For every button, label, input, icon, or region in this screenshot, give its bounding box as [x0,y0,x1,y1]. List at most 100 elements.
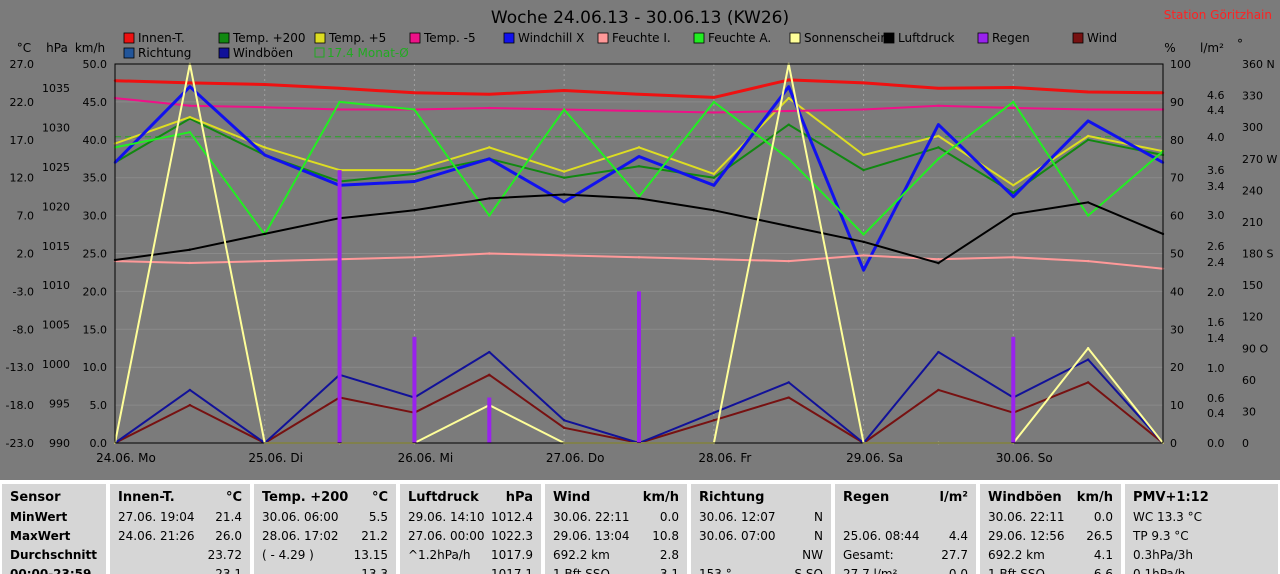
panel-row: 692.2 km 4.1 [988,548,1113,566]
panel-row-label: 1 Bft SSO [988,567,1045,574]
series-temp-5-point [787,96,790,100]
hpa-tick: 1025 [42,161,70,174]
series-temp-5-point [488,146,491,149]
panel-row-label: MinWert [10,510,68,524]
series-luftdruck-point [188,248,192,251]
series-temp-200-point [712,176,716,179]
panel-row-value: 0.0 [948,567,968,574]
rain-bar [487,397,492,443]
legend-label: Windchill X [518,31,584,45]
panel-row-label: 30.06. 12:07 [699,510,776,524]
deg-tick: 90 O [1242,342,1268,355]
series-feuchte-a-point [1012,100,1015,104]
pct-tick: 60 [1170,210,1184,223]
series-wind-point [712,419,716,422]
deg-tick: 60 [1242,374,1256,387]
chart-title: Woche 24.06.13 - 30.06.13 (KW26) [491,8,789,28]
legend-label: Innen-T. [138,31,185,45]
rain-tick: 4.6 [1207,89,1225,102]
deg-tick: 0 [1242,437,1249,450]
rain-bar [337,170,342,443]
kmh-tick: 45.0 [83,96,108,109]
temp-tick: -8.0 [13,323,34,336]
series-temp-5-point [712,111,716,114]
series-windb-en-point [488,350,491,354]
series-windb-en-point [188,388,192,392]
deg-tick: 120 [1242,311,1263,324]
panel-unit: hPa [505,490,533,505]
pct-tick: 20 [1170,361,1184,374]
deg-tick: 360 N [1242,58,1275,71]
series-luftdruck-point [862,240,865,244]
hpa-tick: 1020 [42,200,70,213]
panel-row: 27.06. 19:04 21.4 [118,510,242,528]
rain-tick: 3.0 [1207,209,1225,222]
panel-row-value: 4.1 [1093,548,1113,562]
series-feuchte-a-point [338,100,341,104]
series-windb-en-point [937,350,940,354]
series-windchill-x-point [1086,119,1090,123]
pct-tick: 50 [1170,248,1184,261]
rain-tick: 0.4 [1207,407,1225,420]
series-temp-5-point [488,106,491,110]
series-innen-t-point [787,78,790,82]
temp-tick: -18.0 [6,399,34,412]
legend-swatch [977,32,989,44]
unit-rain: l/m² [1200,41,1224,55]
panel-row-value: N [814,510,823,524]
series-windchill-x-point [1012,195,1015,198]
series-luftdruck-point [637,197,641,200]
series-wind-point [188,403,192,407]
rain-bar [637,291,641,443]
legend-swatch [314,47,325,58]
panel-row: ^1.2hPa/h 1017.9 [408,548,533,566]
series-windchill-x-point [188,85,192,88]
panel-row-value: 4.4 [948,529,968,543]
panel-row-value: 1017.1 [491,567,533,574]
series-luftdruck-point [1086,201,1090,204]
series-temp-5-point [862,108,865,111]
pct-tick: 40 [1170,285,1184,298]
series-wind-point [1086,381,1090,384]
panel-row: 29.06. 14:10 1012.4 [408,510,533,528]
series-temp-5-point [338,108,341,111]
series-temp-5-point [1012,184,1015,187]
panel-row: MaxWert [10,529,98,547]
series-innen-t-point [937,87,940,90]
deg-tick: 270 W [1242,153,1277,166]
legend-label: Wind [1087,31,1117,45]
panel-title: Richtung [699,490,765,505]
series-temp-200-point [937,146,940,149]
panel-row: 1 Bft SSO 3.1 [553,567,679,574]
panel-row-label: 27.7 l/m² [843,567,898,574]
chart-svg: Woche 24.06.13 - 30.06.13 (KW26) Station … [6,8,1278,465]
panel-row-label: 27.06. 00:00 [408,529,485,543]
series-temp-200-point [862,168,865,172]
series-windb-en-point [1086,358,1090,361]
rain-tick: 1.4 [1207,332,1225,345]
unit-percent: % [1164,41,1175,55]
series-temp-5-point [1086,108,1090,111]
series-luftdruck-point [413,209,416,212]
panel-title: PMV+1:12 [1133,490,1209,505]
series-wind-point [787,396,790,399]
day-label: 25.06. Di [248,451,303,465]
kmh-tick: 5.0 [90,399,108,412]
panel-row-value: 26.0 [215,529,242,543]
hpa-tick: 1010 [42,279,70,292]
series-windb-en-point [787,381,790,384]
legend-swatch [693,32,705,44]
panel-row-value: S SO [794,567,824,574]
panel-row-label: 30.06. 07:00 [699,529,776,543]
panel-row-label: 29.06. 13:04 [553,529,630,543]
series-feuchte-i-point [937,257,940,261]
day-label: 27.06. Do [546,451,605,465]
panel-row-label: 00:00-23:59 [10,567,92,574]
series-innen-t-point [413,91,416,95]
rain-tick: 4.0 [1207,131,1225,144]
series-innen-t-point [263,83,266,86]
panel-row-label: 30.06. 22:11 [988,510,1065,524]
hpa-tick: 1030 [42,121,70,134]
series-temp-200-point [413,172,416,176]
series-temp-5-point [562,170,566,173]
